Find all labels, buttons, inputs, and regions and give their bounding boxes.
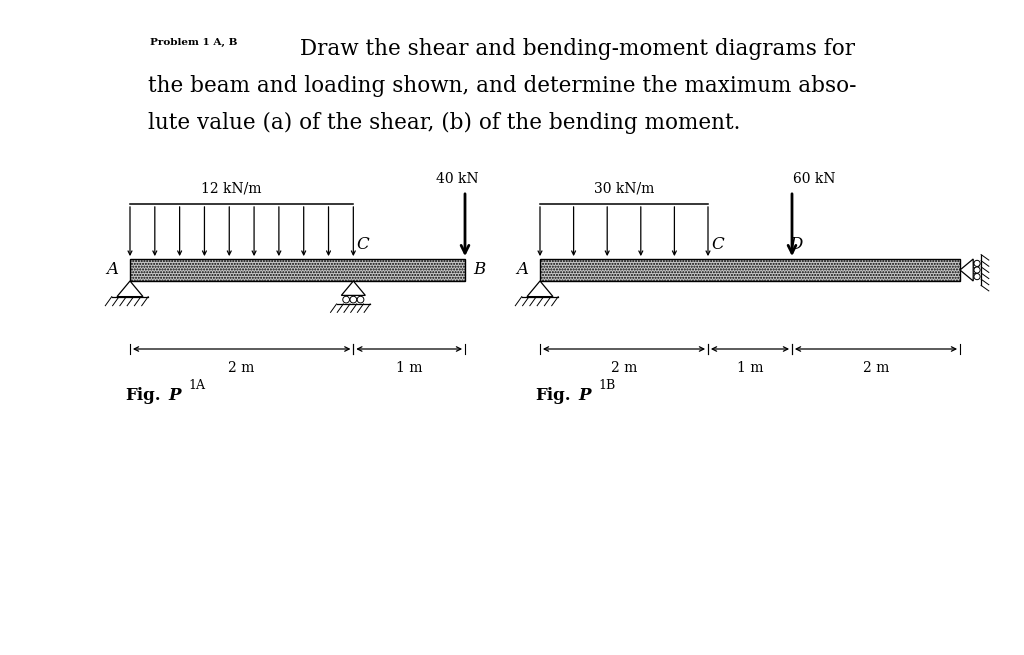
Text: P: P bbox=[168, 387, 180, 404]
Circle shape bbox=[974, 267, 980, 273]
Circle shape bbox=[974, 274, 980, 280]
Circle shape bbox=[343, 296, 349, 303]
Text: 2 m: 2 m bbox=[863, 361, 889, 375]
Polygon shape bbox=[117, 281, 143, 297]
Bar bbox=[130, 259, 465, 281]
Text: Draw the shear and bending-moment diagrams for: Draw the shear and bending-moment diagra… bbox=[300, 38, 855, 60]
Circle shape bbox=[350, 296, 356, 303]
Text: A: A bbox=[106, 261, 118, 278]
Bar bbox=[540, 259, 961, 281]
Bar bbox=[540, 259, 961, 281]
Circle shape bbox=[357, 296, 364, 303]
Polygon shape bbox=[961, 259, 973, 281]
Text: D: D bbox=[790, 236, 803, 253]
Text: 2 m: 2 m bbox=[610, 361, 637, 375]
Text: 60 kN: 60 kN bbox=[793, 172, 836, 186]
Text: 40 kN: 40 kN bbox=[435, 172, 478, 186]
Text: Problem 1 A, B: Problem 1 A, B bbox=[150, 38, 238, 47]
Circle shape bbox=[974, 260, 980, 267]
Text: A: A bbox=[516, 261, 528, 278]
Text: B: B bbox=[473, 261, 485, 278]
Text: Fig.: Fig. bbox=[535, 387, 570, 404]
Text: Fig.: Fig. bbox=[125, 387, 161, 404]
Text: 1A: 1A bbox=[188, 379, 205, 392]
Text: 30 kN/m: 30 kN/m bbox=[594, 182, 654, 196]
Text: 1 m: 1 m bbox=[736, 361, 763, 375]
Text: lute value (a) of the shear, (b) of the bending moment.: lute value (a) of the shear, (b) of the … bbox=[148, 112, 740, 134]
Text: P: P bbox=[578, 387, 591, 404]
Polygon shape bbox=[527, 281, 553, 297]
Text: C: C bbox=[356, 236, 369, 253]
Text: the beam and loading shown, and determine the maximum abso-: the beam and loading shown, and determin… bbox=[148, 75, 856, 97]
Bar bbox=[130, 259, 465, 281]
Text: 2 m: 2 m bbox=[228, 361, 255, 375]
Text: 1B: 1B bbox=[598, 379, 615, 392]
Text: B: B bbox=[968, 261, 980, 278]
Polygon shape bbox=[341, 281, 366, 295]
Text: 1 m: 1 m bbox=[396, 361, 423, 375]
Text: 12 kN/m: 12 kN/m bbox=[202, 182, 262, 196]
Text: C: C bbox=[711, 236, 724, 253]
